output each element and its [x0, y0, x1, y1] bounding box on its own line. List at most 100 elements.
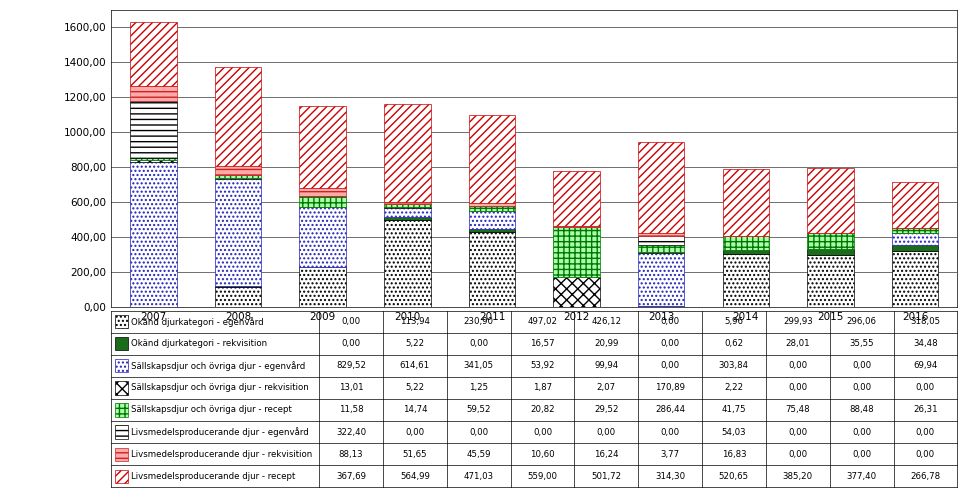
Bar — [892, 233, 938, 246]
Bar — [638, 141, 685, 233]
Text: 99,94: 99,94 — [594, 361, 619, 370]
Bar — [892, 228, 938, 233]
Text: Livsmedelsproducerande djur - rekvisition: Livsmedelsproducerande djur - rekvisitio… — [131, 450, 311, 459]
Bar — [300, 106, 346, 189]
Text: 471,03: 471,03 — [463, 472, 494, 481]
Bar — [807, 167, 854, 233]
Text: 34,48: 34,48 — [913, 339, 938, 348]
Bar — [638, 236, 685, 245]
Text: 0,00: 0,00 — [788, 383, 807, 392]
Text: 5,22: 5,22 — [405, 339, 425, 348]
Text: 0,00: 0,00 — [341, 317, 361, 326]
Text: 0,00: 0,00 — [788, 361, 807, 370]
Bar — [553, 226, 600, 227]
Bar — [215, 67, 261, 166]
Text: 13,01: 13,01 — [338, 383, 364, 392]
Bar — [384, 204, 430, 207]
Bar — [384, 202, 430, 204]
Bar — [131, 86, 177, 101]
Text: 5,96: 5,96 — [724, 317, 744, 326]
Bar — [469, 206, 515, 211]
Bar — [807, 233, 854, 249]
Text: 59,52: 59,52 — [466, 406, 491, 414]
Text: 35,55: 35,55 — [849, 339, 874, 348]
Text: 829,52: 829,52 — [336, 361, 366, 370]
Text: 266,78: 266,78 — [910, 472, 941, 481]
Bar — [384, 217, 430, 220]
Text: 53,92: 53,92 — [530, 361, 555, 370]
Text: 75,48: 75,48 — [785, 406, 810, 414]
Bar — [131, 158, 177, 160]
Text: 51,65: 51,65 — [402, 450, 427, 459]
Bar — [469, 232, 515, 307]
Bar — [300, 189, 346, 196]
Bar — [553, 277, 600, 307]
Bar — [553, 227, 600, 277]
Text: 88,48: 88,48 — [849, 406, 874, 414]
Text: 1,25: 1,25 — [469, 383, 488, 392]
Text: 29,52: 29,52 — [594, 406, 619, 414]
Text: 303,84: 303,84 — [718, 361, 749, 370]
Bar — [638, 245, 685, 252]
Text: 501,72: 501,72 — [591, 472, 622, 481]
Text: 520,65: 520,65 — [718, 472, 749, 481]
Text: 0,00: 0,00 — [852, 361, 871, 370]
Text: 0,00: 0,00 — [660, 361, 680, 370]
Bar — [215, 286, 261, 287]
Text: Okänd djurkategori - egenvård: Okänd djurkategori - egenvård — [131, 317, 263, 327]
Text: 2,07: 2,07 — [597, 383, 616, 392]
Text: 28,01: 28,01 — [785, 339, 810, 348]
Text: 113,94: 113,94 — [399, 317, 430, 326]
Text: 0,62: 0,62 — [724, 339, 744, 348]
Bar — [215, 287, 261, 307]
Text: 2,22: 2,22 — [724, 383, 744, 392]
Text: 0,00: 0,00 — [660, 428, 680, 436]
Text: 322,40: 322,40 — [336, 428, 366, 436]
Bar — [131, 162, 177, 307]
Text: 299,93: 299,93 — [783, 317, 812, 326]
Text: 170,89: 170,89 — [655, 383, 686, 392]
Bar — [300, 267, 346, 307]
Bar — [300, 207, 346, 267]
Text: 0,00: 0,00 — [916, 450, 935, 459]
Text: 20,99: 20,99 — [594, 339, 619, 348]
Bar — [115, 448, 128, 461]
Text: 0,00: 0,00 — [405, 428, 425, 436]
Text: 0,00: 0,00 — [341, 339, 361, 348]
Bar — [131, 160, 177, 162]
Bar — [115, 382, 128, 395]
Text: 564,99: 564,99 — [400, 472, 429, 481]
Bar — [638, 306, 685, 307]
Text: Okänd djurkategori - rekvisition: Okänd djurkategori - rekvisition — [131, 339, 267, 348]
Bar — [115, 315, 128, 328]
Bar — [215, 175, 261, 178]
Bar — [215, 166, 261, 175]
Text: 377,40: 377,40 — [846, 472, 877, 481]
Text: 69,94: 69,94 — [913, 361, 938, 370]
Bar — [807, 249, 854, 255]
Text: 0,00: 0,00 — [788, 428, 807, 436]
Text: 341,05: 341,05 — [463, 361, 494, 370]
Text: 11,58: 11,58 — [338, 406, 364, 414]
Text: 559,00: 559,00 — [527, 472, 558, 481]
Bar — [115, 337, 128, 351]
Bar — [553, 171, 600, 226]
Text: 0,00: 0,00 — [660, 339, 680, 348]
Bar — [215, 179, 261, 286]
Bar — [892, 182, 938, 228]
Text: Sällskapsdjur och övriga djur - recept: Sällskapsdjur och övriga djur - recept — [131, 406, 291, 414]
Text: 426,12: 426,12 — [591, 317, 622, 326]
Bar — [384, 220, 430, 307]
Text: 16,83: 16,83 — [721, 450, 747, 459]
Text: 16,57: 16,57 — [530, 339, 555, 348]
Text: 0,00: 0,00 — [852, 450, 871, 459]
Bar — [115, 404, 128, 416]
Bar — [115, 425, 128, 439]
Bar — [384, 208, 430, 217]
Text: 0,00: 0,00 — [660, 317, 680, 326]
Text: 0,00: 0,00 — [469, 428, 488, 436]
Text: 14,74: 14,74 — [402, 406, 427, 414]
Text: 0,00: 0,00 — [852, 383, 871, 392]
Text: 318,05: 318,05 — [910, 317, 941, 326]
Bar — [215, 178, 261, 179]
